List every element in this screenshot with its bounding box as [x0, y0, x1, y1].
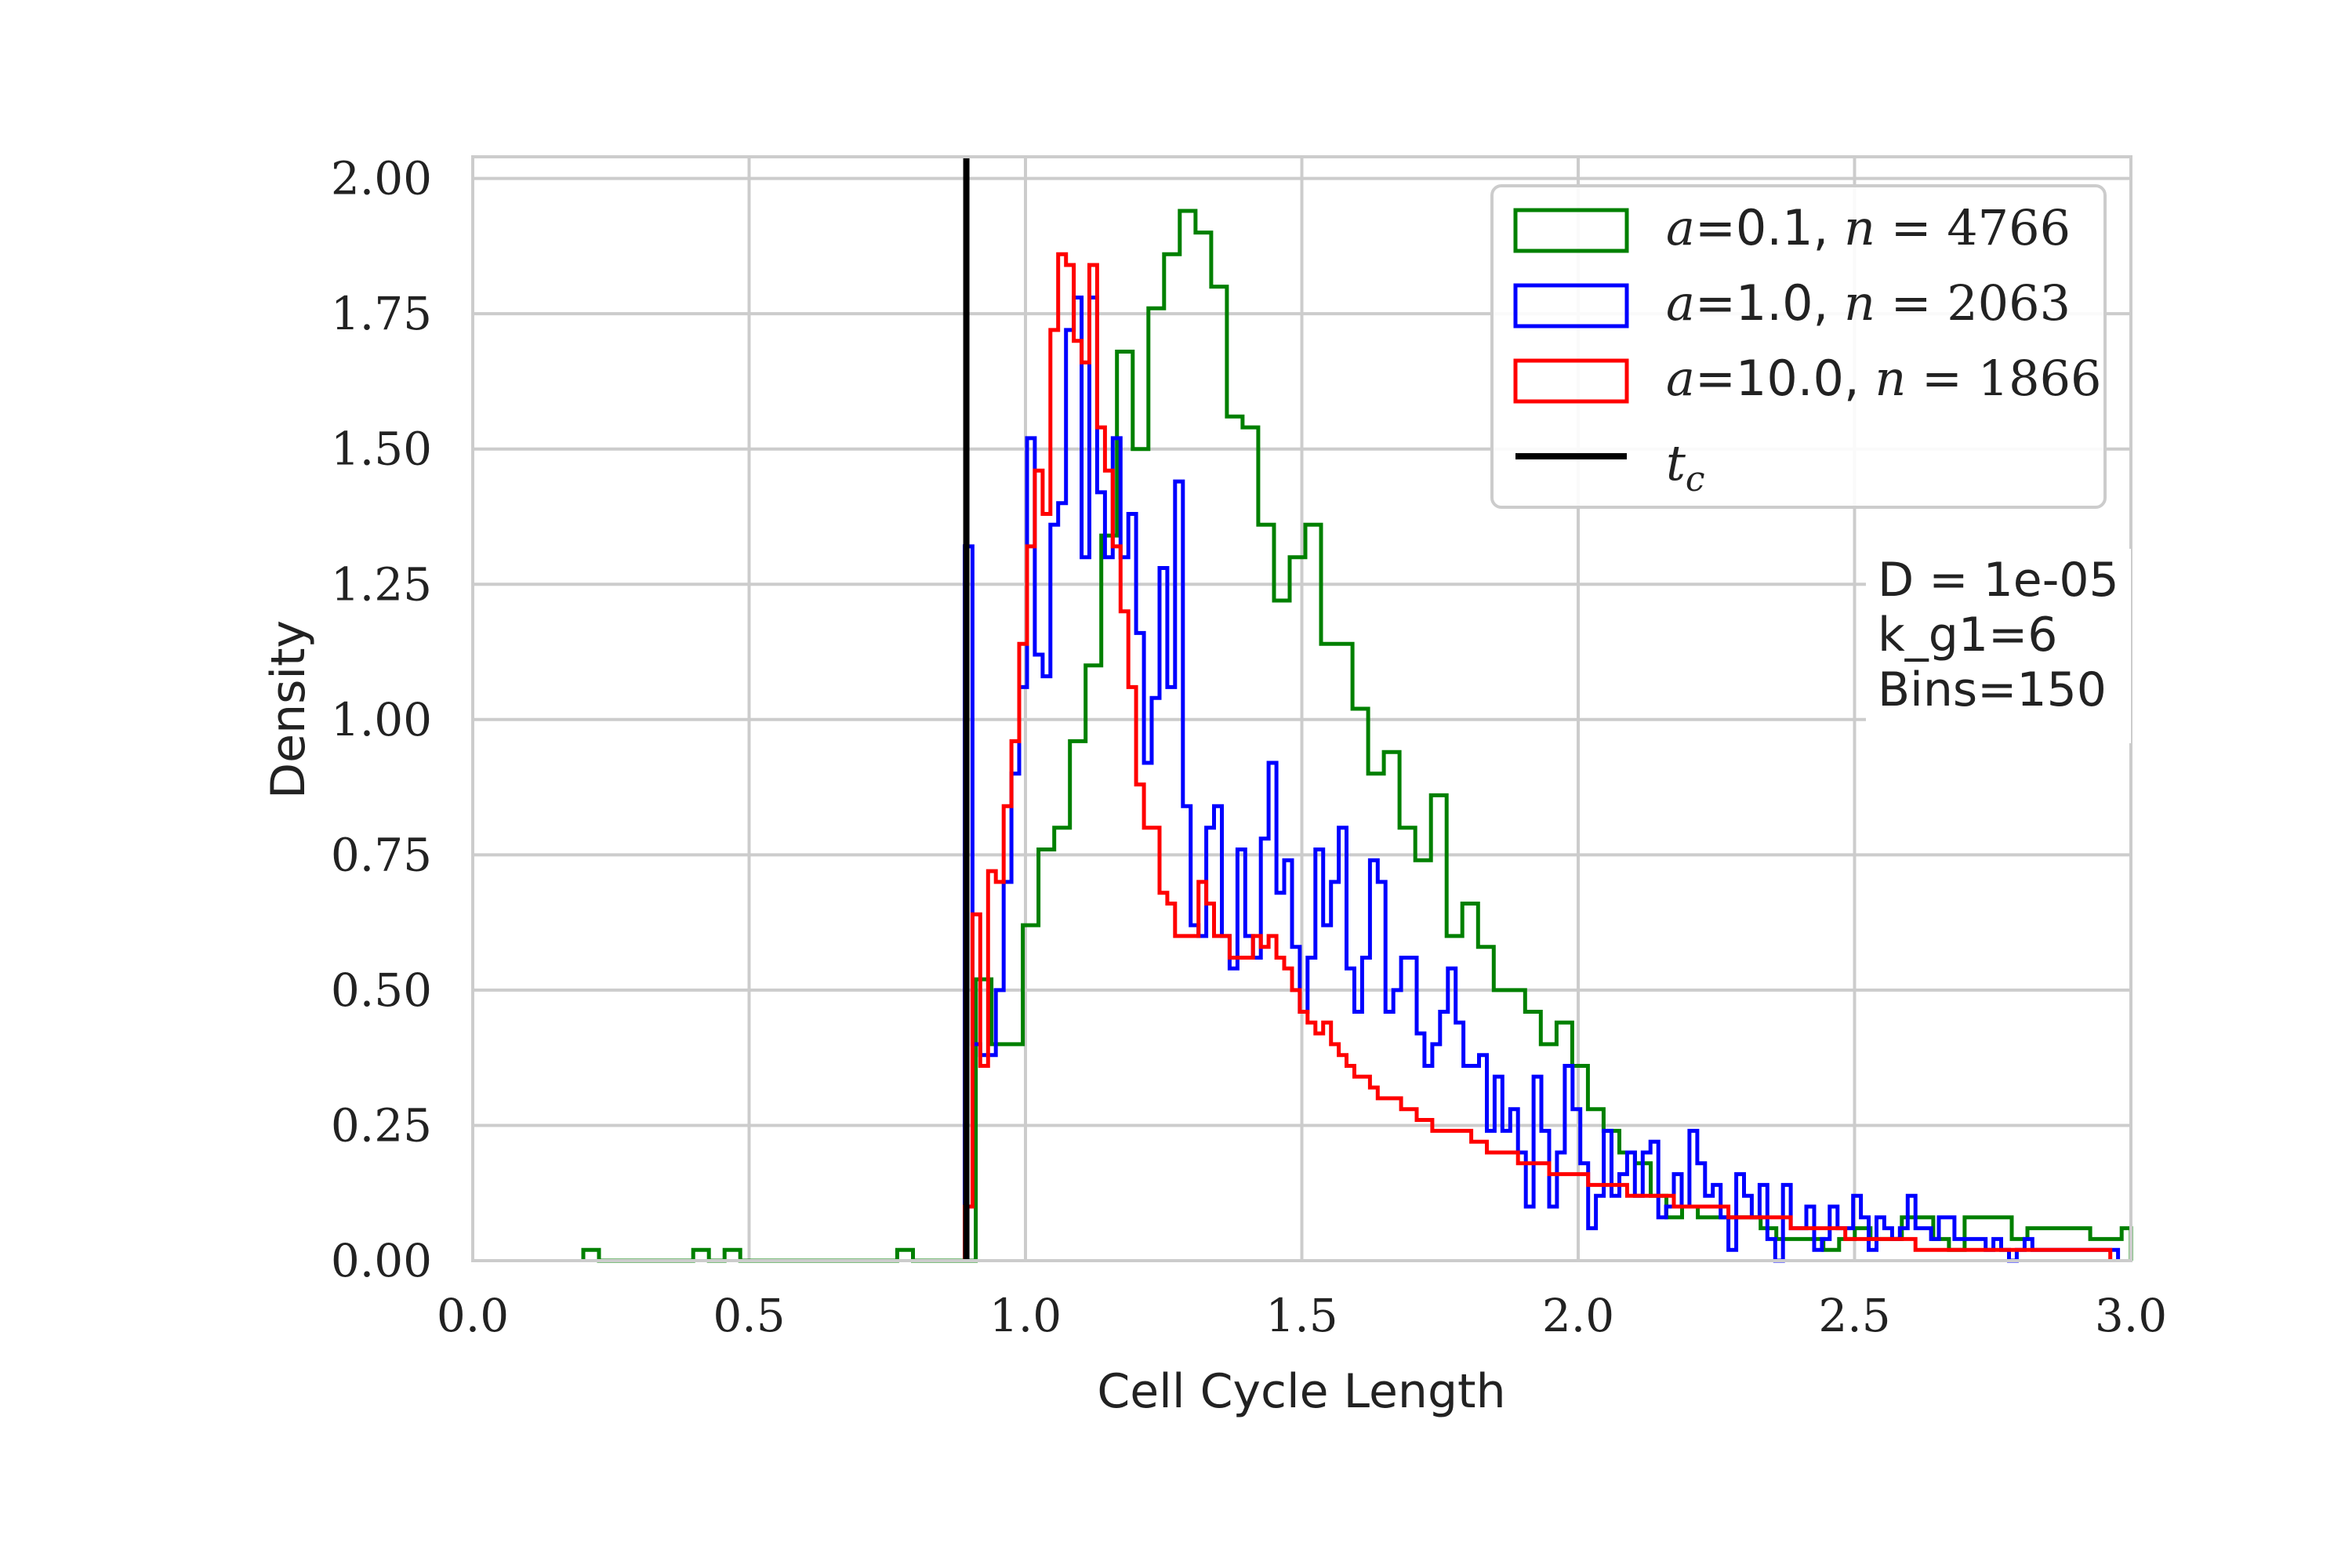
y-tick-label: 2.00	[331, 152, 432, 205]
legend-box	[1490, 184, 2107, 509]
legend-label: a=10.0, n = 1866	[1666, 350, 2101, 407]
legend-label: a=0.1, n = 4766	[1666, 199, 2071, 256]
legend-swatch	[1513, 358, 1629, 404]
y-tick-label: 1.75	[331, 287, 432, 340]
legend-swatch	[1513, 283, 1629, 328]
x-tick-label: 0.0	[437, 1289, 509, 1342]
histogram-series-2	[963, 296, 2121, 1263]
histogram-series-1	[581, 209, 2133, 1263]
annotation-background	[1866, 549, 2131, 743]
annotation-line-3: Bins=150	[1878, 662, 2107, 717]
histogram-series-3	[963, 252, 2113, 1261]
x-tick-label: 2.5	[1818, 1289, 1890, 1342]
y-axis-label: Density	[261, 620, 316, 799]
y-tick-label: 1.00	[331, 693, 432, 746]
legend: a=0.1, n = 4766 a=1.0, n = 2063 a=10.0, n …	[1490, 184, 2107, 509]
y-tick-label: 0.50	[331, 964, 432, 1017]
annotation-line-2: k_g1=6	[1878, 608, 2057, 662]
y-tick-label: 0.25	[331, 1098, 432, 1152]
annotation-box: D = 1e-05 k_g1=6 Bins=150	[1866, 549, 2131, 743]
legend-swatch	[1513, 208, 1629, 253]
y-tick-labels: 0.00 0.25 0.50 0.75 1.00 1.25 1.50 1.75 2.00	[331, 152, 432, 1287]
x-tick-label: 1.0	[989, 1289, 1062, 1342]
x-tick-label: 0.5	[713, 1289, 785, 1342]
legend-items: a=0.1, n = 4766 a=1.0, n = 2063 a=10.0, n …	[1513, 199, 2101, 499]
x-axis-label: Cell Cycle Length	[1097, 1364, 1505, 1419]
y-tick-label: 0.75	[331, 828, 432, 881]
annotation-line-1: D = 1e-05	[1878, 553, 2119, 608]
x-tick-label: 2.0	[1542, 1289, 1614, 1342]
y-tick-label: 0.00	[331, 1234, 432, 1287]
x-tick-label: 1.5	[1265, 1289, 1338, 1342]
y-tick-label: 1.50	[331, 423, 432, 476]
legend-label: a=1.0, n = 2063	[1666, 274, 2071, 332]
x-tick-label: 3.0	[2095, 1289, 2167, 1342]
series-layer	[581, 209, 2133, 1263]
legend-label: tc	[1666, 434, 1705, 499]
x-tick-labels: 0.0 0.5 1.0 1.5 2.0 2.5 3.0	[437, 1289, 2167, 1342]
y-tick-label: 1.25	[331, 557, 432, 611]
